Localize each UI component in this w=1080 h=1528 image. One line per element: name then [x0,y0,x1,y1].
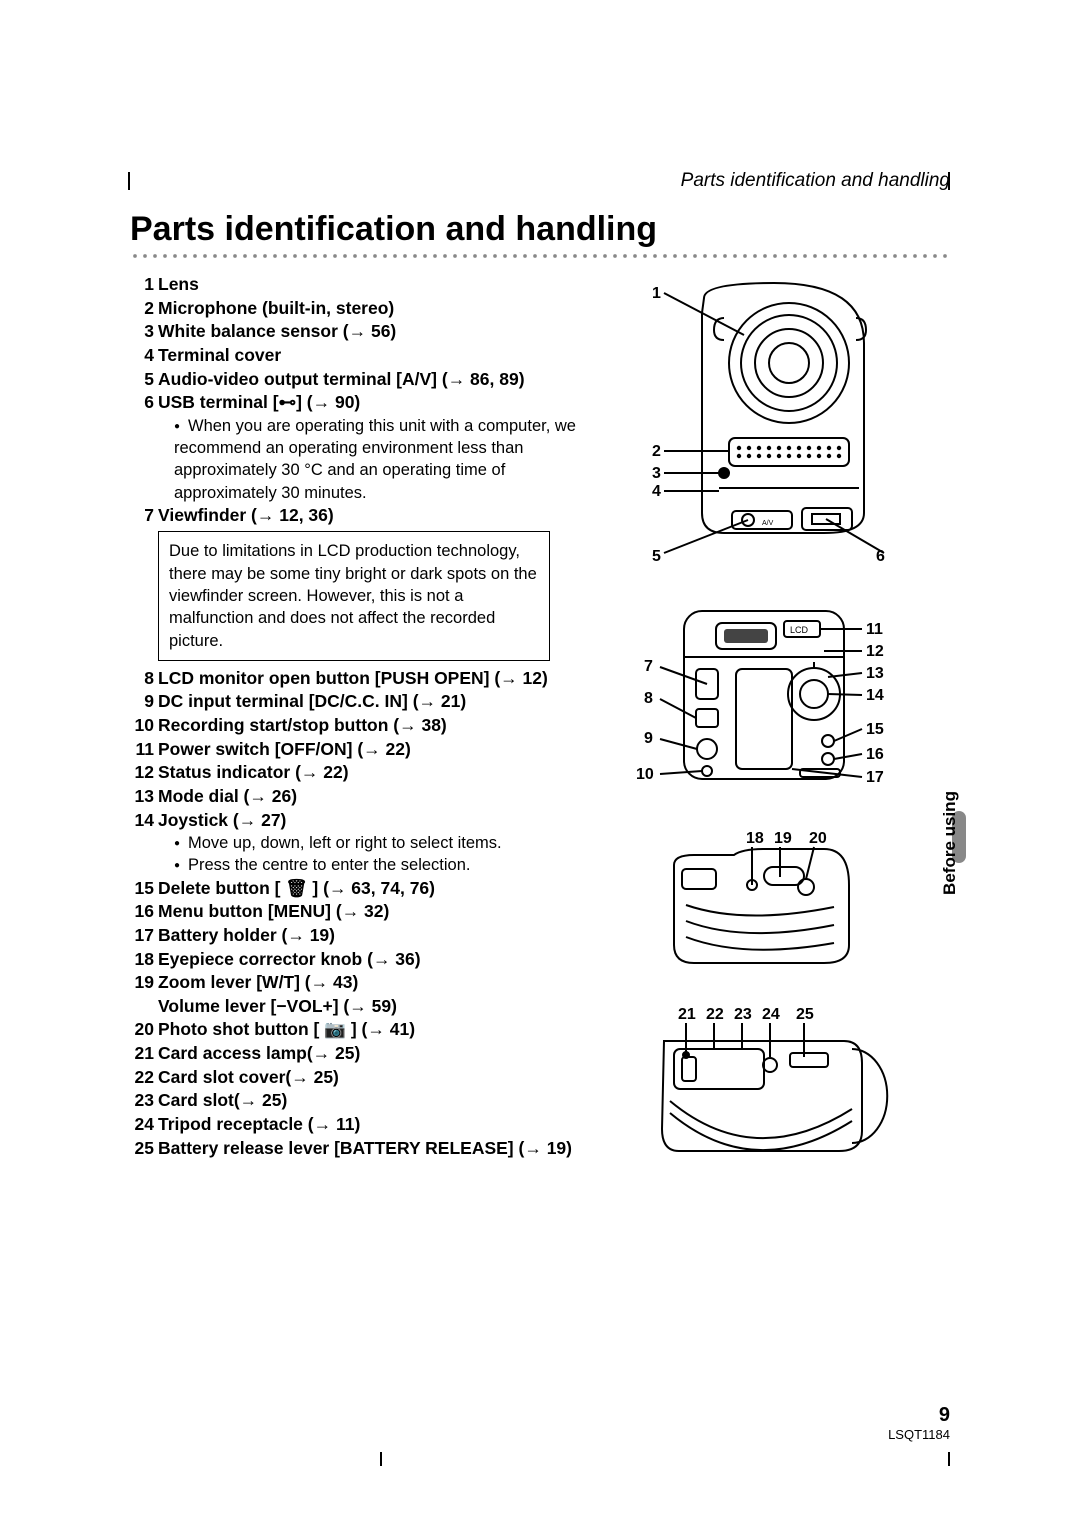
svg-text:2: 2 [652,443,661,460]
figure-bottom: 21 22 23 24 25 [624,1001,934,1171]
running-header: Parts identification and handling [130,170,950,192]
svg-text:8: 8 [644,690,653,707]
part-item: Terminal cover [130,344,610,368]
page-footer: 9 LSQT1184 [888,1404,950,1442]
svg-text:17: 17 [866,769,884,786]
part-item: Card access lamp(→ 25) [130,1042,610,1066]
svg-text:3: 3 [652,465,661,482]
part-item: Card slot cover(→ 25) [130,1066,610,1090]
svg-text:10: 10 [636,766,654,783]
svg-text:19: 19 [774,830,792,847]
part-item: Recording start/stop button (→ 38) [130,714,610,738]
part-note: Move up, down, left or right to select i… [174,832,610,854]
figure-top: 18 19 20 [624,825,934,975]
section-label: Before using [940,743,960,943]
svg-text:5: 5 [652,548,661,565]
svg-text:15: 15 [866,721,884,738]
svg-text:11: 11 [866,621,883,638]
svg-text:18: 18 [746,830,764,847]
part-item: Mode dial (→ 26) [130,785,610,809]
svg-text:13: 13 [866,665,884,682]
svg-text:A/V: A/V [762,520,774,527]
svg-text:LCD: LCD [790,625,809,635]
part-item: Tripod receptacle (→ 11) [130,1113,610,1137]
part-item: Eyepiece corrector knob (→ 36) [130,948,610,972]
svg-text:7: 7 [644,658,653,675]
part-item: Menu button [MENU] (→ 32) [130,900,610,924]
part-item: Battery release lever [BATTERY RELEASE] … [130,1137,610,1161]
svg-text:23: 23 [734,1006,752,1023]
part-note: When you are operating this unit with a … [174,415,610,504]
part-item: White balance sensor (→ 56) [130,320,610,344]
svg-text:22: 22 [706,1006,724,1023]
part-item: Delete button [ 🗑 ] (→ 63, 74, 76) [130,877,610,901]
part-item: Microphone (built-in, stereo) [130,297,610,321]
part-item: Joystick (→ 27) Move up, down, left or r… [130,809,610,877]
svg-text:25: 25 [796,1006,814,1023]
part-item: Card slot(→ 25) [130,1089,610,1113]
part-item: Audio-video output terminal [A/V] (→ 86,… [130,368,610,392]
svg-text:14: 14 [866,687,884,704]
figures-column: Before using [624,273,934,1197]
svg-text:9: 9 [644,730,653,747]
figure-rear: LCD [624,599,934,799]
svg-text:1: 1 [652,285,661,302]
part-note: Press the centre to enter the selection. [174,854,610,876]
svg-text:12: 12 [866,643,884,660]
part-item: LCD monitor open button [PUSH OPEN] (→ 1… [130,667,610,691]
part-item: Lens [130,273,610,297]
part-item: USB terminal [⊷] (→ 90) When you are ope… [130,391,610,504]
svg-text:24: 24 [762,1006,780,1023]
viewfinder-notice-box: Due to limitations in LCD production tec… [158,531,550,660]
figure-front: A/V 1 2 3 4 [624,273,934,573]
parts-list-column: Lens Microphone (built-in, stereo) White… [130,273,610,1197]
part-item: Photo shot button [ 📷 ] (→ 41) [130,1018,610,1042]
crop-mark [948,1452,950,1466]
dotted-rule [130,251,950,261]
svg-text:6: 6 [876,548,885,565]
page-title: Parts identification and handling [130,210,950,249]
part-item: Zoom lever [W/T] (→ 43)Volume lever [−VO… [130,971,610,1018]
part-item: Power switch [OFF/ON] (→ 22) [130,738,610,762]
svg-text:4: 4 [652,483,661,500]
part-item: DC input terminal [DC/C.C. IN] (→ 21) [130,690,610,714]
svg-text:20: 20 [809,830,827,847]
part-item: Battery holder (→ 19) [130,924,610,948]
part-item: Viewfinder (→ 12, 36) [130,504,610,528]
crop-mark [380,1452,382,1466]
part-item: Status indicator (→ 22) [130,761,610,785]
svg-text:21: 21 [678,1006,696,1023]
svg-text:16: 16 [866,746,884,763]
